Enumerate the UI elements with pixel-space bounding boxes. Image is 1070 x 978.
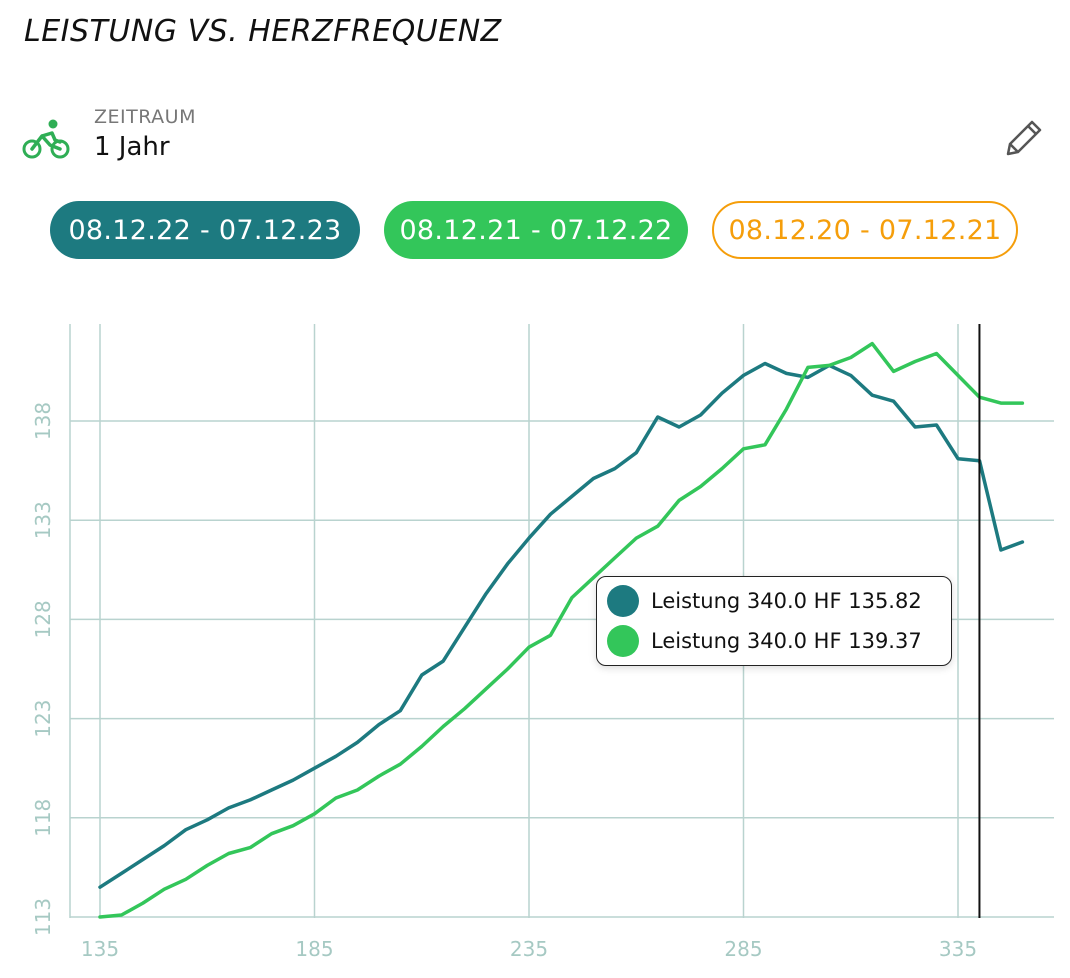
tooltip-text-previous: Leistung 340.0 HF 139.37	[651, 629, 922, 653]
date-range-chip-older[interactable]: 08.12.20 - 07.12.21	[712, 201, 1018, 259]
series-line-previous	[98, 341, 1025, 919]
date-range-chips: 08.12.22 - 07.12.23 08.12.21 - 07.12.22 …	[50, 201, 1020, 263]
x-tick-label: 135	[81, 937, 119, 961]
y-tick-label: 113	[31, 898, 55, 936]
date-range-chip-current[interactable]: 08.12.22 - 07.12.23	[50, 201, 360, 259]
y-tick-label: 118	[31, 799, 55, 837]
chart-tooltip: Leistung 340.0 HF 135.82 Leistung 340.0 …	[596, 576, 952, 666]
y-tick-label: 133	[31, 501, 55, 539]
series-dot-current	[607, 585, 639, 617]
tooltip-text-current: Leistung 340.0 HF 135.82	[651, 589, 922, 613]
period-label: ZEITRAUM	[94, 106, 196, 128]
series-line-current	[98, 361, 1025, 889]
x-tick-label: 235	[510, 937, 548, 961]
x-tick-label: 285	[724, 937, 762, 961]
x-tick-label: 185	[295, 937, 333, 961]
tooltip-row: Leistung 340.0 HF 135.82	[607, 584, 922, 618]
date-range-chip-previous[interactable]: 08.12.21 - 07.12.22	[384, 201, 688, 259]
period-value[interactable]: 1 Jahr	[94, 132, 170, 162]
chart-title: LEISTUNG VS. HERZFREQUENZ	[24, 14, 502, 49]
y-tick-label: 128	[31, 600, 55, 638]
bicycle-icon	[22, 119, 70, 159]
x-tick-label: 335	[939, 937, 977, 961]
y-tick-label: 123	[31, 700, 55, 738]
series-dot-previous	[607, 625, 639, 657]
tooltip-row: Leistung 340.0 HF 139.37	[607, 624, 922, 658]
pencil-icon[interactable]	[1000, 114, 1048, 162]
period-selector: ZEITRAUM 1 Jahr	[22, 104, 1052, 174]
y-tick-label: 138	[31, 402, 55, 440]
